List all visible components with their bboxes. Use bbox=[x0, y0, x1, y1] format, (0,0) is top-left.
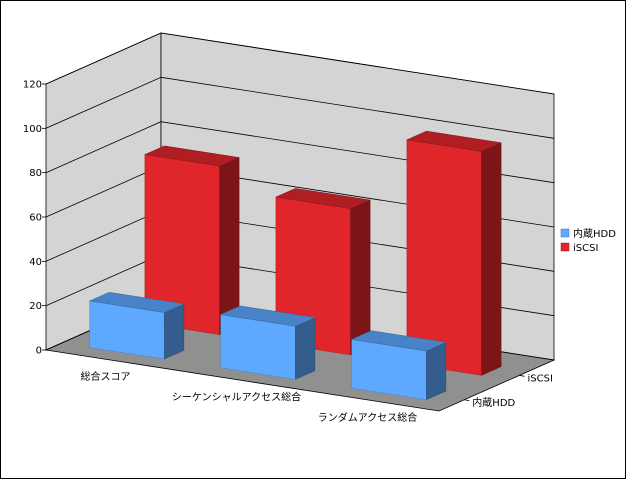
legend-swatch bbox=[560, 242, 570, 252]
depth-tick bbox=[519, 374, 525, 377]
bar bbox=[144, 145, 240, 335]
legend-label: iSCSI bbox=[573, 243, 598, 254]
depth-category-label: 内蔵HDD bbox=[472, 396, 515, 409]
gridline bbox=[45, 76, 555, 139]
x-category-label: 総合スコア bbox=[81, 370, 131, 383]
chart-bars bbox=[88, 130, 502, 401]
gridline bbox=[45, 32, 555, 95]
y-tick-label: 120 bbox=[23, 80, 42, 91]
bar-top-face bbox=[219, 305, 316, 327]
chart-labels: 0 20 40 60 80 100 120 総合スコアシーケンシャルアクセス総合ランダムアクセ… bbox=[23, 80, 553, 424]
x-category-label: シーケンシャルアクセス総合 bbox=[172, 391, 301, 404]
bar-top-face bbox=[275, 188, 371, 209]
bar bbox=[350, 330, 447, 401]
bar-top-face bbox=[406, 130, 502, 152]
bar bbox=[88, 292, 185, 360]
bar-side-face bbox=[164, 303, 185, 360]
bar-side-face bbox=[426, 341, 447, 401]
bar-top-face bbox=[350, 330, 447, 352]
y-tick-label: 20 bbox=[29, 301, 42, 312]
x-category-label: ランダムアクセス総合 bbox=[318, 411, 418, 424]
legend-swatch bbox=[560, 228, 570, 238]
y-tick-label: 40 bbox=[29, 257, 42, 268]
bar-top-face bbox=[88, 292, 185, 313]
bar-side-face bbox=[295, 317, 316, 380]
y-tick-label: 0 bbox=[36, 346, 42, 357]
chart-legend: 内蔵HDD iSCSI bbox=[560, 227, 616, 254]
bar-side-face bbox=[350, 199, 371, 356]
bar bbox=[406, 130, 502, 376]
bar bbox=[219, 305, 316, 380]
depth-category-label: iSCSI bbox=[528, 373, 553, 384]
bar-top-face bbox=[144, 145, 240, 167]
y-tick-label: 100 bbox=[23, 124, 42, 135]
y-tick-label: 80 bbox=[29, 168, 42, 179]
bar-side-face bbox=[481, 142, 502, 376]
depth-tick bbox=[464, 399, 470, 402]
legend-label: 内蔵HDD bbox=[573, 227, 616, 240]
y-tick-label: 60 bbox=[29, 213, 42, 224]
